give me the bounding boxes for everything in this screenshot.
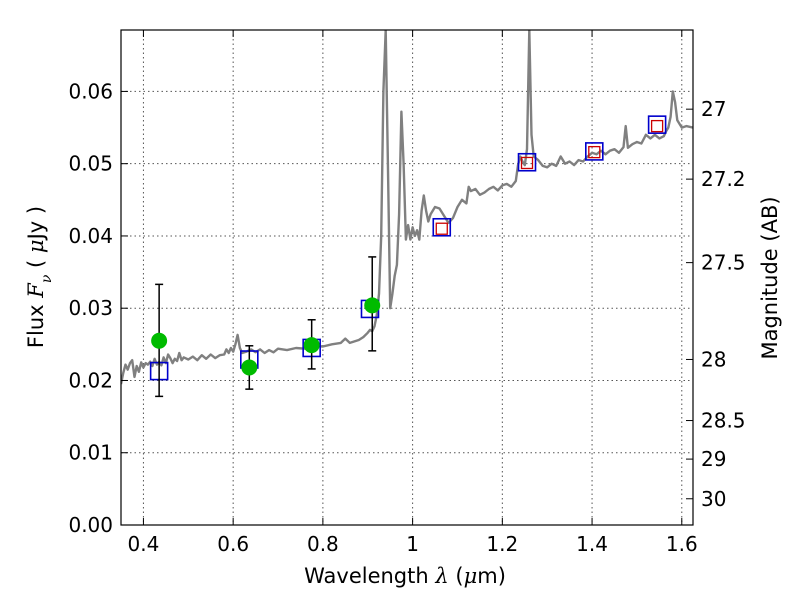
model-inner-marker [588, 145, 601, 159]
y-tick-label: 0.03 [68, 296, 113, 320]
y-axis-label-text: Flux [24, 304, 48, 348]
y-tick-label: 0.04 [68, 224, 113, 248]
model-box-marker [432, 217, 452, 237]
marker-layer [149, 115, 667, 398]
x-tick-label: 1 [406, 532, 419, 556]
y-axis-label-symbol-sub: ν [39, 274, 55, 283]
x-tick-label: 0.8 [307, 532, 339, 556]
grid-layer [121, 30, 693, 525]
x-tick-label: 1.2 [486, 532, 518, 556]
y-axis-label-unit-mu: μ [24, 239, 48, 253]
y2-tick-label: 29 [701, 447, 726, 471]
y2-tick-label: 27.2 [701, 167, 746, 191]
x-axis-label-symbol: λ [434, 564, 448, 588]
model-inner-marker [650, 119, 664, 133]
y2-tick-label: 27.5 [701, 251, 746, 275]
tick-layer: 0.4 0.6 0.8 1 1.2 1.4 1.6 0.00 0.01 0.02 0.03 0.04 0… [68, 30, 746, 556]
x-axis-label-text: Wavelength [304, 564, 429, 588]
x-axis-label-unit-mu: μ [464, 564, 478, 588]
observed-point [241, 359, 258, 376]
y-axis-label-unit-prefix: ( [24, 260, 48, 268]
y-tick-label: 0.02 [68, 368, 113, 392]
y2-tick-label: 27 [701, 97, 726, 121]
model-box-marker [517, 152, 537, 172]
y-axis-label-unit-suffix: Jy ) [24, 206, 48, 242]
x-axis-label-unit-prefix: ( [455, 564, 463, 588]
model-inner-marker [435, 222, 448, 235]
model-box-marker [585, 142, 604, 161]
observed-point [364, 297, 381, 314]
observed-point [303, 337, 320, 354]
x-axis-label-unit-suffix: m) [477, 564, 506, 588]
model-inner-marker [520, 156, 534, 170]
y-axis-label: Flux Fν ( μJy ) [24, 206, 55, 348]
x-axis-label: Wavelength λ (μm) [304, 564, 506, 588]
plot-frame [120, 29, 694, 526]
x-tick-label: 0.6 [217, 532, 249, 556]
y2-tick-label: 28.5 [701, 409, 746, 433]
model-box-marker [647, 115, 667, 134]
x-tick-label: 0.4 [128, 532, 160, 556]
y2-tick-label: 30 [701, 487, 726, 511]
y-axis-label-symbol: F [24, 282, 48, 299]
y-tick-label: 0.01 [68, 441, 113, 465]
y-tick-label: 0.00 [68, 513, 113, 537]
y-tick-label: 0.05 [68, 152, 113, 176]
x-tick-label: 1.4 [576, 532, 608, 556]
observed-point [151, 332, 168, 349]
y2-tick-label: 28 [701, 347, 726, 371]
y-tick-label: 0.06 [68, 79, 113, 103]
x-tick-label: 1.6 [666, 532, 698, 556]
y2-axis-label: Magnitude (AB) [758, 196, 782, 359]
